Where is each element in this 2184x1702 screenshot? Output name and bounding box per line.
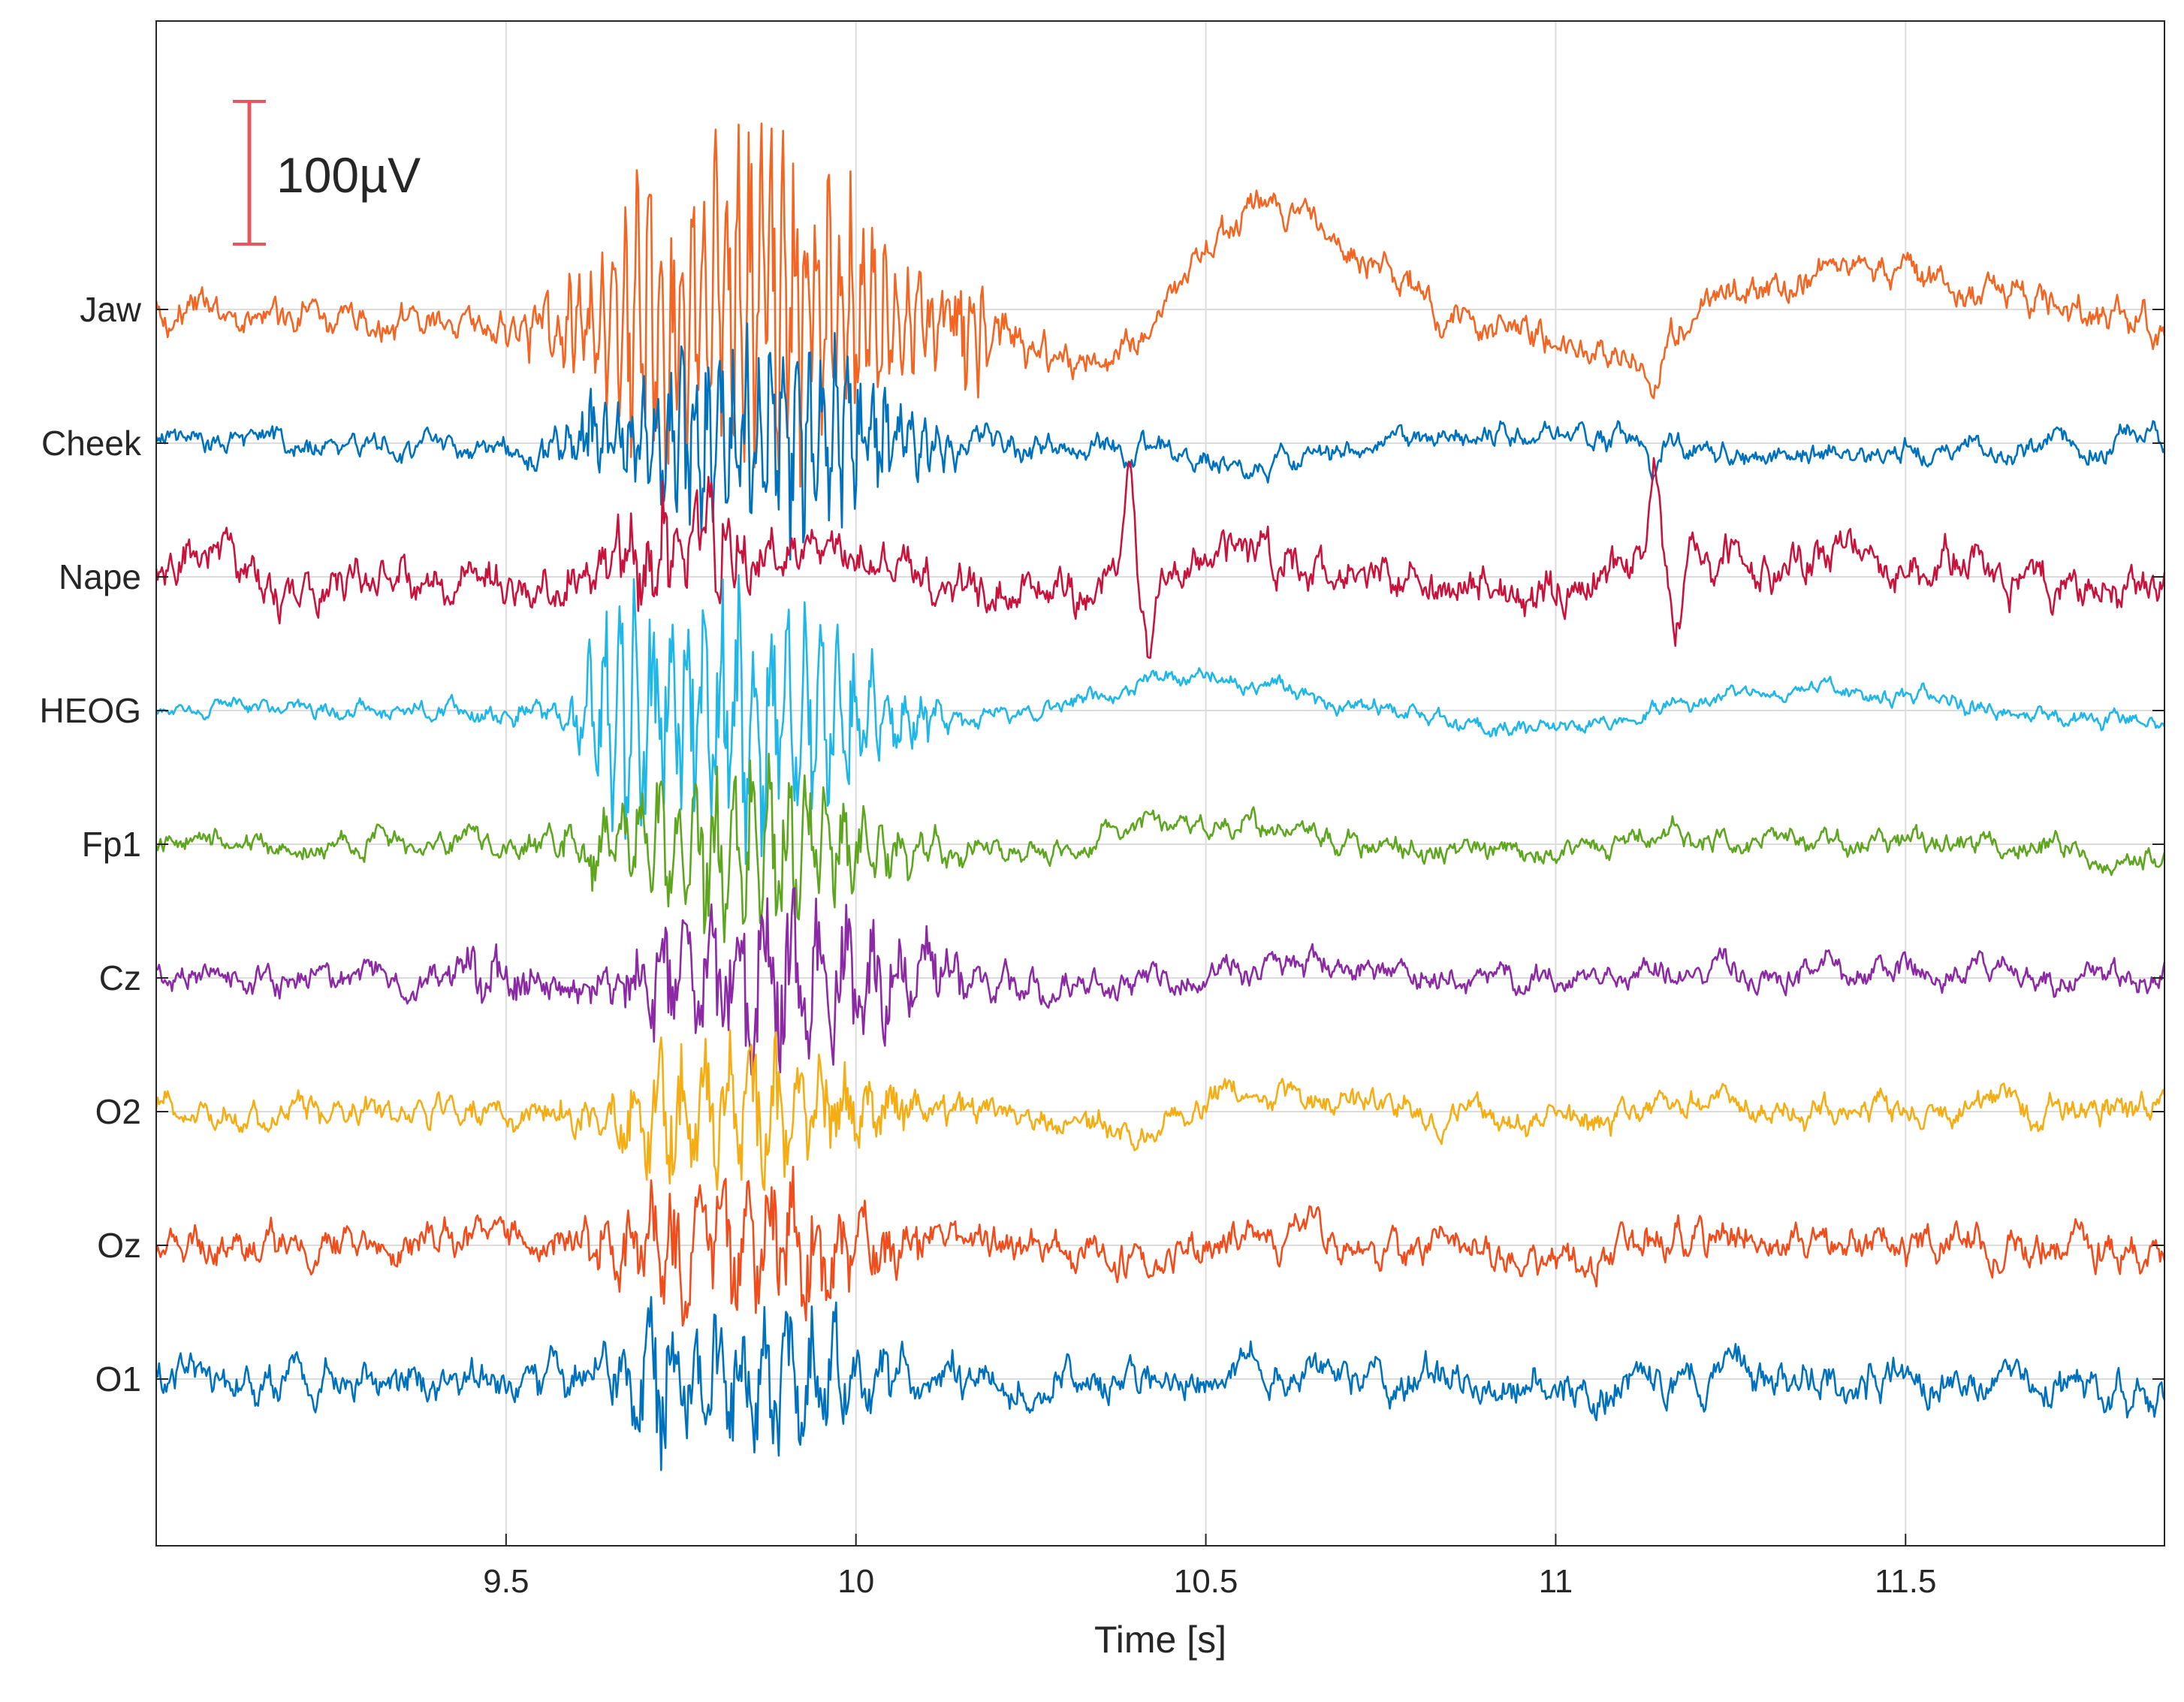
x-tick-label: 10.5 — [1174, 1563, 1238, 1600]
channel-label-fp1: Fp1 — [82, 825, 141, 864]
trace-fp1 — [155, 753, 2166, 943]
x-tick-label: 10 — [837, 1563, 874, 1600]
eeg-traces — [155, 122, 2166, 1471]
channel-label-o2: O2 — [95, 1092, 141, 1131]
channel-labels: Jaw Cheek Nape HEOG Fp1 Cz O2 Oz O1 — [40, 290, 2164, 1399]
trace-oz — [155, 1166, 2166, 1327]
x-tick-label: 11.5 — [1875, 1563, 1936, 1600]
x-tick-label: 11 — [1539, 1563, 1573, 1600]
x-axis-ticks: 9.5 10 10.5 11 11.5 — [483, 1534, 1936, 1600]
x-axis-label: Time [s] — [1094, 1619, 1226, 1661]
channel-label-jaw: Jaw — [80, 290, 142, 329]
trace-heog — [155, 574, 2166, 865]
channel-label-cheek: Cheek — [41, 424, 142, 463]
trace-cz — [155, 887, 2166, 1076]
trace-o2 — [155, 1029, 2166, 1191]
trace-jaw — [155, 122, 2166, 488]
grid-lines — [156, 21, 2164, 1546]
trace-nape — [155, 457, 2166, 659]
axes-frame — [155, 20, 2165, 1547]
scale-bar-label: 100µV — [276, 147, 421, 203]
channel-label-heog: HEOG — [40, 691, 141, 730]
channel-label-nape: Nape — [59, 557, 141, 596]
trace-o1 — [155, 1296, 2166, 1471]
channel-label-cz: Cz — [99, 958, 141, 997]
trace-cheek — [155, 322, 2166, 561]
channel-label-o1: O1 — [95, 1359, 141, 1399]
scale-bar: 100µV — [233, 100, 421, 246]
channel-label-oz: Oz — [97, 1226, 141, 1265]
x-tick-label: 9.5 — [483, 1563, 529, 1600]
